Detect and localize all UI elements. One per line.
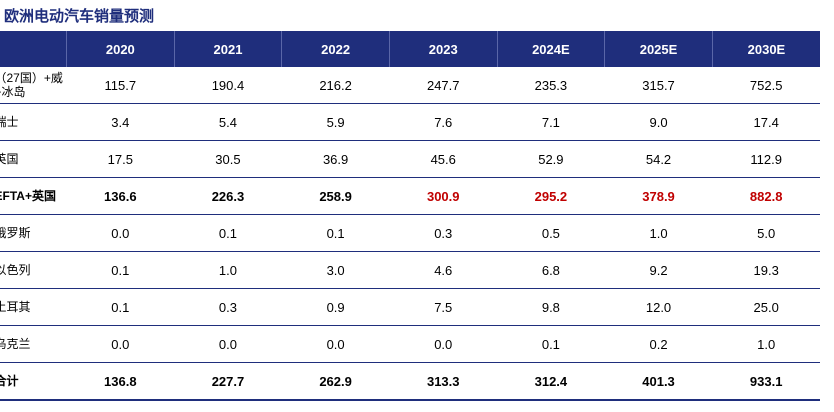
cell: 0.1 <box>174 214 282 252</box>
cell: 30.5 <box>174 140 282 178</box>
cell: 3.4 <box>66 103 175 141</box>
table-row: 俄罗斯0.00.10.10.30.51.05.0 <box>0 214 820 252</box>
cell: 882.8 <box>712 177 820 215</box>
cell: 401.3 <box>604 362 713 401</box>
cell: 313.3 <box>389 362 498 401</box>
row-label: 以色列 <box>0 251 67 289</box>
cell: 0.0 <box>66 325 175 363</box>
cell: 933.1 <box>712 362 820 401</box>
cell: 0.1 <box>66 288 175 326</box>
cell: 3.0 <box>281 251 390 289</box>
cell: 0.1 <box>66 251 175 289</box>
cell: 17.5 <box>66 140 175 178</box>
cell: 0.3 <box>389 214 498 252</box>
column-header: 2022 <box>281 31 390 67</box>
table-row: 瑞士3.45.45.97.67.19.017.4 <box>0 103 820 141</box>
row-label: 瑞士 <box>0 103 67 141</box>
cell: 0.5 <box>497 214 605 252</box>
cell: 226.3 <box>174 177 282 215</box>
cell: 300.9 <box>389 177 498 215</box>
cell: 216.2 <box>281 67 390 104</box>
table-row: 以色列0.11.03.04.66.89.219.3 <box>0 251 820 289</box>
cell: 112.9 <box>712 140 820 178</box>
cell: 190.4 <box>174 67 282 104</box>
table-row: EFTA+英国 136.6 226.3 258.9 300.9 295.2 378.9 882… <box>0 177 820 215</box>
cell: 262.9 <box>281 362 390 401</box>
cell: 12.0 <box>604 288 713 326</box>
cell: 6.8 <box>497 251 605 289</box>
cell: 45.6 <box>389 140 498 178</box>
cell: 5.4 <box>174 103 282 141</box>
cell: 9.2 <box>604 251 713 289</box>
cell: 5.0 <box>712 214 820 252</box>
cell: 235.3 <box>497 67 605 104</box>
table-row: （27国）+威+冰岛115.7190.4216.2247.7235.3315.7… <box>0 67 820 104</box>
cell: 136.6 <box>66 177 175 215</box>
column-header: 2030E <box>711 31 820 67</box>
row-label: 土耳其 <box>0 288 67 326</box>
cell: 258.9 <box>281 177 390 215</box>
cell: 0.1 <box>281 214 390 252</box>
row-label: 俄罗斯 <box>0 214 67 252</box>
cell: 1.0 <box>712 325 820 363</box>
cell: 52.9 <box>497 140 605 178</box>
cell: 295.2 <box>497 177 605 215</box>
cell: 0.0 <box>174 325 282 363</box>
cell: 312.4 <box>497 362 605 401</box>
cell: 5.9 <box>281 103 390 141</box>
column-header: 2023 <box>388 31 498 67</box>
cell: 9.0 <box>604 103 713 141</box>
row-label: （27国）+威+冰岛 <box>0 67 67 104</box>
cell: 7.5 <box>389 288 498 326</box>
cell: 115.7 <box>66 67 175 104</box>
cell: 25.0 <box>712 288 820 326</box>
cell: 227.7 <box>174 362 282 401</box>
cell: 7.6 <box>389 103 498 141</box>
row-label: EFTA+英国 <box>0 177 67 215</box>
cell: 0.3 <box>174 288 282 326</box>
row-label: 乌克兰 <box>0 325 67 363</box>
header-row: 2020 2021 2022 2023 2024E 2025E 2030E <box>0 31 820 67</box>
column-header: 2024E <box>496 31 605 67</box>
table-row: 土耳其0.10.30.97.59.812.025.0 <box>0 288 820 326</box>
row-label: 英国 <box>0 140 67 178</box>
cell: 0.0 <box>389 325 498 363</box>
cell: 0.2 <box>604 325 713 363</box>
cell: 378.9 <box>604 177 713 215</box>
cell: 136.8 <box>66 362 175 401</box>
cell: 315.7 <box>604 67 713 104</box>
cell: 0.0 <box>66 214 175 252</box>
cell: 7.1 <box>497 103 605 141</box>
cell: 0.1 <box>497 325 605 363</box>
cell: 9.8 <box>497 288 605 326</box>
cell: 17.4 <box>712 103 820 141</box>
cell: 19.3 <box>712 251 820 289</box>
cell: 36.9 <box>281 140 390 178</box>
cell: 54.2 <box>604 140 713 178</box>
corner-cell <box>0 31 67 67</box>
cell: 1.0 <box>604 214 713 252</box>
column-header: 2020 <box>66 31 175 67</box>
row-label: 合计 <box>0 362 67 401</box>
title: 欧洲电动汽车销量预测 <box>4 7 155 25</box>
column-header: 2021 <box>173 31 282 67</box>
cell: 247.7 <box>389 67 498 104</box>
cell: 0.0 <box>281 325 390 363</box>
table-row: 乌克兰0.00.00.00.00.10.21.0 <box>0 325 820 363</box>
cell: 752.5 <box>712 67 820 104</box>
cell: 0.9 <box>281 288 390 326</box>
cell: 4.6 <box>389 251 498 289</box>
column-header: 2025E <box>604 31 713 67</box>
cell: 1.0 <box>174 251 282 289</box>
